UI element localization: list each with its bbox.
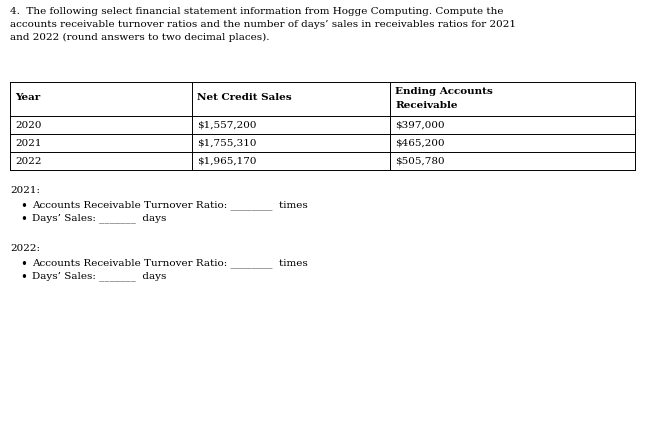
Text: Year: Year [15,94,40,103]
Text: 2022: 2022 [15,156,42,166]
Text: 2021: 2021 [15,139,42,148]
Text: $1,557,200: $1,557,200 [197,121,256,129]
Text: $1,965,170: $1,965,170 [197,156,256,166]
Text: $505,780: $505,780 [395,156,445,166]
Text: Days’ Sales: _______  days: Days’ Sales: _______ days [32,213,166,223]
Text: •: • [20,200,27,213]
Text: 4.  The following select financial statement information from Hogge Computing. C: 4. The following select financial statem… [10,7,504,16]
Text: $465,200: $465,200 [395,139,445,148]
Text: Net Credit Sales: Net Credit Sales [197,94,291,103]
Text: Accounts Receivable Turnover Ratio: ________  times: Accounts Receivable Turnover Ratio: ____… [32,200,308,210]
Text: 2020: 2020 [15,121,42,129]
Text: Accounts Receivable Turnover Ratio: ________  times: Accounts Receivable Turnover Ratio: ____… [32,258,308,268]
Text: accounts receivable turnover ratios and the number of days’ sales in receivables: accounts receivable turnover ratios and … [10,20,516,29]
Text: and 2022 (round answers to two decimal places).: and 2022 (round answers to two decimal p… [10,33,269,42]
Text: $397,000: $397,000 [395,121,445,129]
Text: $1,755,310: $1,755,310 [197,139,256,148]
Text: Receivable: Receivable [395,101,458,111]
Text: •: • [20,271,27,284]
Text: 2021:: 2021: [10,186,40,195]
Text: 2022:: 2022: [10,244,40,253]
Text: Ending Accounts: Ending Accounts [395,87,493,97]
Text: •: • [20,258,27,271]
Text: Days’ Sales: _______  days: Days’ Sales: _______ days [32,271,166,281]
Text: •: • [20,213,27,226]
